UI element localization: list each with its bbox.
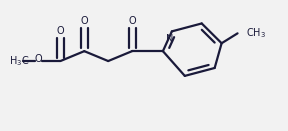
Text: O: O [57, 26, 64, 36]
Text: N: N [166, 34, 174, 44]
Text: $\mathregular{H_3C}$: $\mathregular{H_3C}$ [9, 54, 29, 68]
Text: O: O [35, 54, 42, 64]
Text: O: O [128, 17, 136, 26]
Text: $\mathregular{CH_3}$: $\mathregular{CH_3}$ [245, 26, 266, 40]
Text: O: O [80, 17, 88, 26]
